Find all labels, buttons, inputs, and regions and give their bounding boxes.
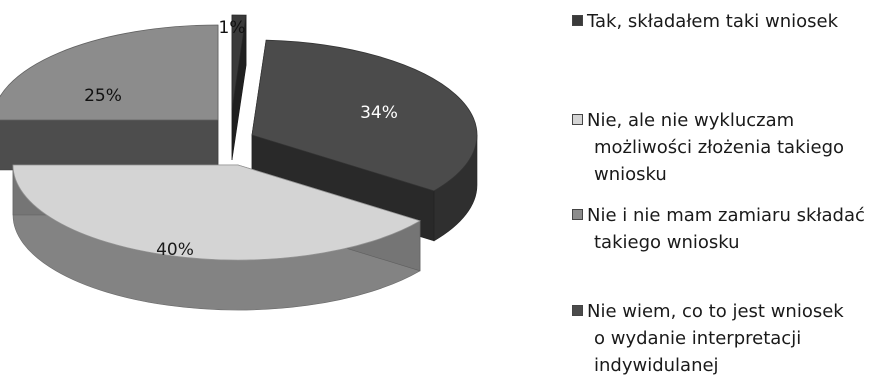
legend-label-line: Nie wiem, co to jest wniosek [587,301,844,322]
legend-swatch-tak [572,15,583,26]
pie-slice-top [0,24,219,121]
slice-data-label-0: 1% [219,18,246,38]
legend-label-line: Tak, składałem taki wniosek [587,11,839,32]
pie-slice-0 [231,14,247,161]
pie-slice-3 [0,24,219,171]
legend-entry-tak: Tak, składałem taki wniosek [572,8,838,35]
legend-label-line: takiego wniosku [594,232,740,253]
legend-label-line: Nie, ale nie wykluczam [587,110,795,131]
slice-data-label-2: 40% [156,240,194,260]
legend-entry-nie-i-nie: Nie i nie mam zamiaru składać takiego wn… [572,202,865,256]
legend-label-line: wniosku [594,164,667,185]
legend-swatch-nie-i-nie [572,209,583,220]
slice-data-label-1: 34% [360,103,398,123]
legend-entry-nie-ale: Nie, ale nie wykluczam możliwości złożen… [572,107,844,188]
legend-label-line: Nie i nie mam zamiaru składać [587,205,865,226]
pie-slice-top [12,164,422,261]
legend-label-line: o wydanie interpretacji [594,328,802,349]
pie-slice-top [251,39,478,192]
legend-swatch-nie-wiem [572,305,583,316]
legend-entry-nie-wiem: Nie wiem, co to jest wniosek o wydanie i… [572,298,844,379]
pie-slice-cut [0,119,219,171]
pie-chart-plot: 1% 34% 40% 25% [0,14,478,311]
pie-slice-top [231,14,247,111]
pie-slice-2 [12,164,422,311]
legend-swatch-nie-ale [572,114,583,125]
legend-label-line: możliwości złożenia takiego [594,137,845,158]
slice-data-label-3: 25% [84,86,122,106]
